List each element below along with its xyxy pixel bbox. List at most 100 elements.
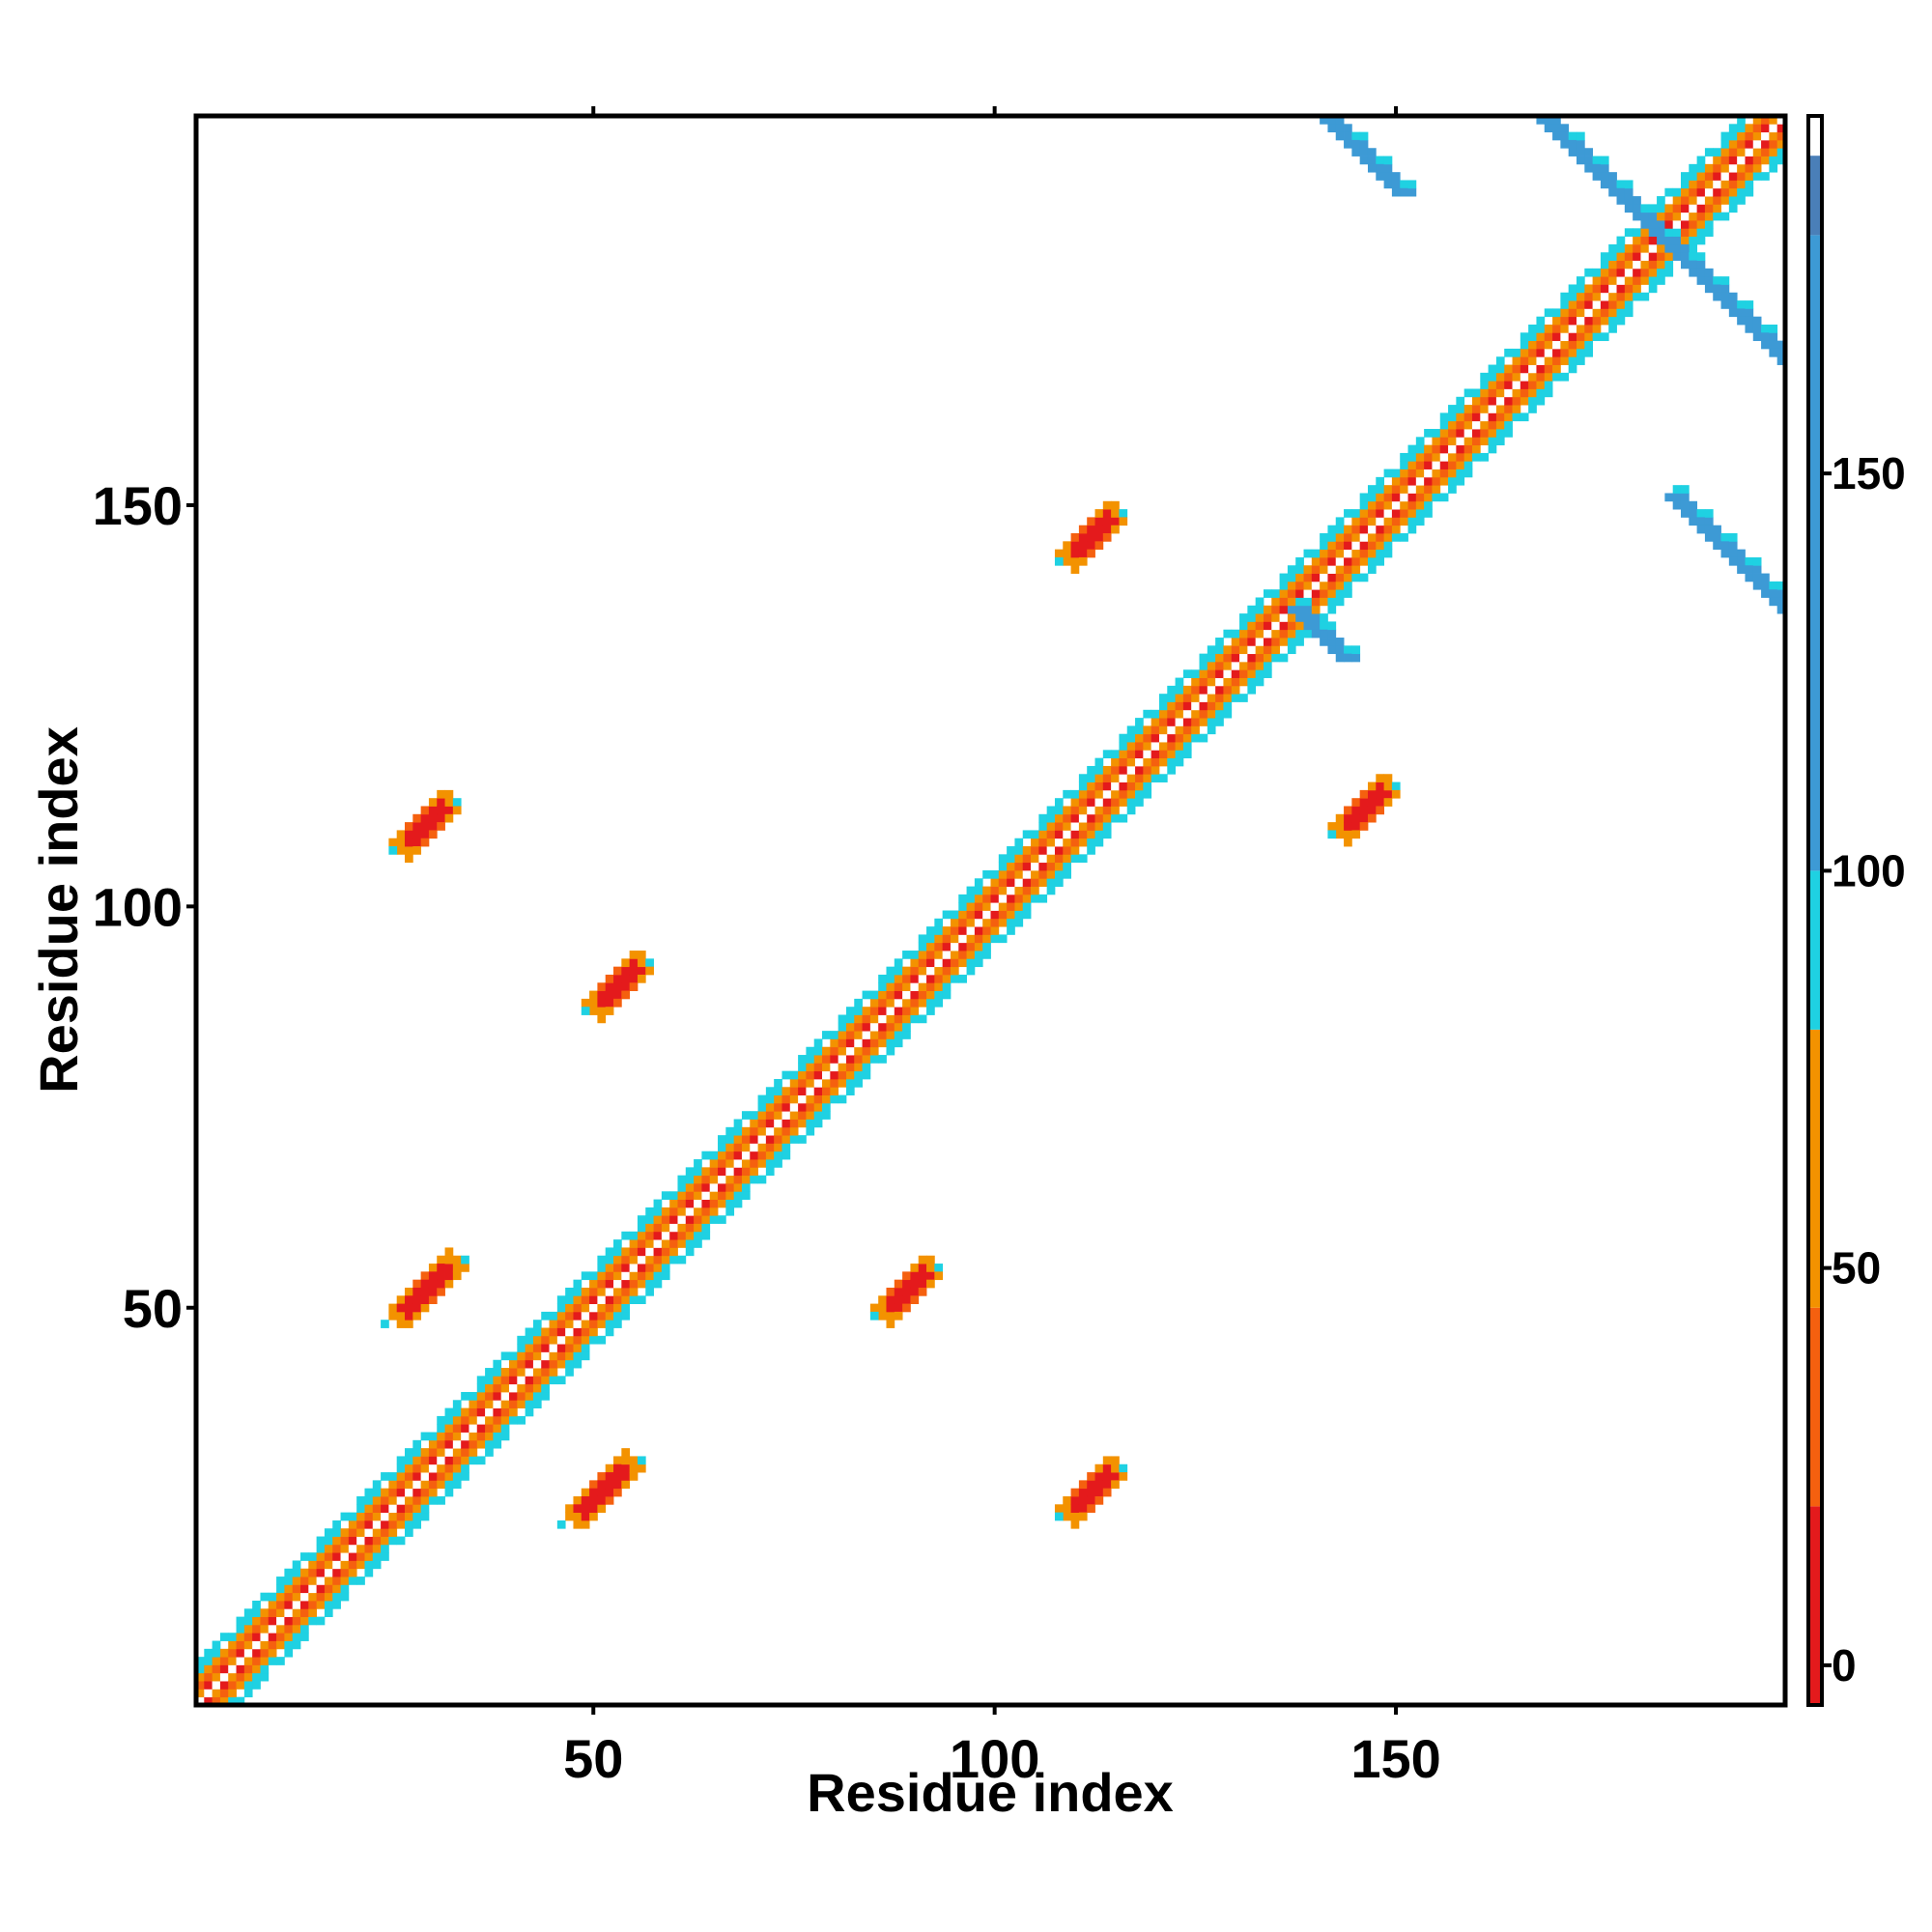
heat-cell [405, 1472, 413, 1481]
heat-cell [1480, 420, 1489, 430]
heat-cell [1616, 260, 1626, 270]
heat-cell [613, 1320, 622, 1328]
heat-cell [862, 1022, 871, 1032]
heat-cell [1616, 243, 1626, 253]
heat-cell [781, 1070, 791, 1080]
heat-cell [1400, 461, 1408, 469]
heat-cell [1439, 412, 1449, 422]
heat-cell [974, 958, 983, 968]
heat-cell [276, 1592, 285, 1602]
heat-cell [549, 1320, 558, 1328]
heat-cell [669, 1239, 678, 1248]
heat-cell [1367, 163, 1377, 173]
heat-cell [1689, 236, 1698, 245]
heat-cell [1640, 220, 1650, 229]
heat-cell [1600, 156, 1609, 165]
heat-cell [1728, 148, 1738, 156]
heat-cell [348, 1552, 357, 1561]
heat-cell [1696, 228, 1706, 238]
heat-cell [1400, 493, 1408, 502]
heat-cell [1752, 163, 1762, 173]
heat-cell [1520, 348, 1529, 357]
heat-cell [1568, 348, 1577, 357]
heat-cell [1504, 396, 1513, 406]
heat-cell [549, 1327, 558, 1337]
heat-cell [629, 1279, 639, 1289]
heat-cell [1376, 485, 1384, 494]
heat-cell [1471, 452, 1481, 462]
heat-cell [444, 1271, 454, 1281]
heat-cell [629, 1456, 639, 1465]
heat-cell [437, 1472, 445, 1481]
heat-cell [364, 1504, 374, 1514]
heat-cell [444, 1439, 454, 1449]
heat-cell [1680, 220, 1690, 229]
colorbar-band [1808, 1029, 1822, 1308]
heat-cell [412, 1448, 422, 1457]
heat-cell [1624, 252, 1634, 261]
heat-cell [405, 1287, 413, 1296]
heat-cell [236, 1616, 245, 1626]
heat-cell [284, 1633, 294, 1641]
heat-cell [396, 1520, 406, 1529]
heat-cell [1544, 372, 1553, 382]
heat-cell [1359, 148, 1369, 156]
heat-cell [412, 830, 422, 839]
heat-cell [1335, 549, 1345, 558]
heat-cell [1761, 148, 1770, 156]
heat-cell [1432, 493, 1441, 502]
heat-cell [372, 1504, 382, 1514]
heat-cell [437, 1279, 445, 1289]
heat-cell [219, 1696, 229, 1706]
heat-cell [1616, 236, 1626, 245]
heat-cell [405, 1495, 413, 1505]
heat-cell [597, 1495, 607, 1505]
heat-cell [1335, 541, 1345, 551]
heat-cell [1616, 308, 1626, 318]
heat-cell [493, 1439, 502, 1449]
heat-cell [364, 1512, 374, 1521]
heat-cell [1720, 292, 1730, 301]
heat-cell [1745, 308, 1754, 318]
heat-cell [469, 1415, 478, 1425]
heat-cell [1648, 204, 1658, 213]
heat-cell [1752, 581, 1762, 590]
heat-cell [1239, 629, 1248, 639]
heat-cell [204, 1672, 213, 1682]
heat-cell [381, 1528, 389, 1537]
heat-cell [1616, 276, 1626, 285]
heat-cell [428, 1448, 438, 1457]
heat-cell [1696, 509, 1706, 518]
heat-cell [324, 1536, 333, 1546]
heat-cell [621, 1456, 631, 1465]
heat-cell [1592, 308, 1602, 318]
heat-cell [1713, 172, 1721, 181]
heat-cell [1407, 517, 1417, 526]
heat-cell [284, 1624, 294, 1634]
heat-cell [461, 1432, 469, 1441]
heat-cell [750, 1119, 758, 1128]
heat-cell [966, 902, 976, 911]
heat-cell [910, 1279, 920, 1289]
heat-cell [757, 1135, 767, 1144]
heat-cell [894, 998, 903, 1008]
heat-cell [1713, 212, 1721, 221]
heat-cell [1552, 308, 1561, 318]
heat-cell [709, 1159, 719, 1168]
heat-cell [1335, 813, 1345, 823]
heat-cell [565, 1368, 574, 1377]
heat-cell [1263, 645, 1272, 655]
heat-cell [420, 1512, 430, 1521]
heat-cell [1769, 581, 1778, 590]
heat-cell [1383, 509, 1393, 518]
heat-cell [485, 1439, 494, 1449]
heat-cell [1448, 469, 1457, 478]
heat-cell [1576, 131, 1585, 141]
heat-cell [1031, 838, 1039, 847]
heat-cell [910, 1295, 920, 1304]
heat-cell [1488, 372, 1497, 382]
heat-cell [268, 1648, 277, 1658]
heat-cell [1063, 541, 1071, 551]
heat-cell [493, 1359, 502, 1369]
heat-cell [332, 1592, 341, 1602]
